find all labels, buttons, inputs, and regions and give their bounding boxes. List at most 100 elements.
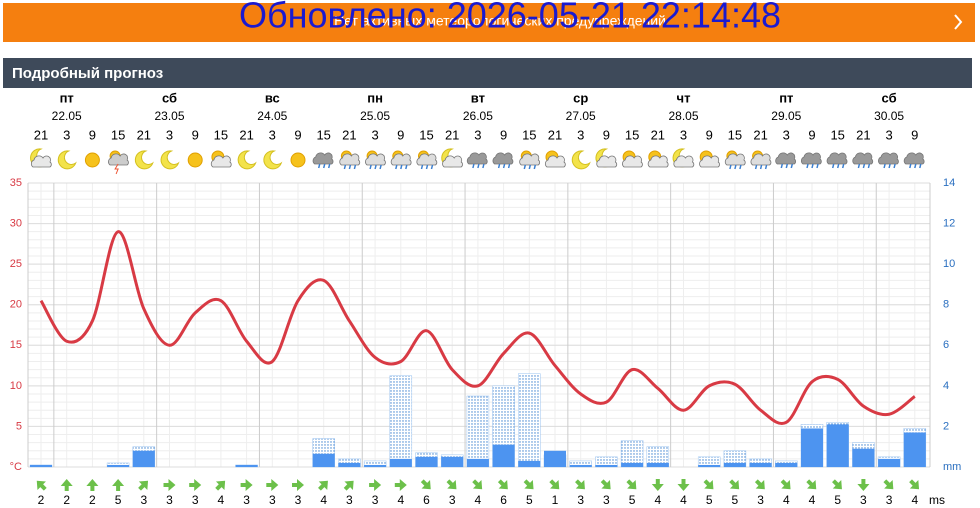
chevron[interactable] <box>954 14 963 30</box>
hour-label: 21 <box>137 127 151 142</box>
precip-max-bar <box>518 373 541 468</box>
wind-speed: 5 <box>115 493 122 507</box>
rain-drop <box>395 164 398 170</box>
weather-icon <box>441 148 463 168</box>
rain-drop <box>754 164 758 170</box>
precip-max-bar <box>466 395 490 468</box>
wind-speed: 2 <box>38 493 45 507</box>
hour-label: 3 <box>783 127 790 142</box>
precip-bar <box>775 462 798 467</box>
wind-speed: 5 <box>629 493 636 507</box>
weather-icon <box>263 150 283 170</box>
hour-label: 9 <box>89 127 96 142</box>
warning-text: Нет активных метеорологических предупреж… <box>334 13 666 29</box>
wind-speed: 5 <box>706 493 713 507</box>
rain-drop <box>528 164 532 170</box>
rain-drop <box>327 163 331 169</box>
rain-drop <box>867 163 871 169</box>
wind-speed: 3 <box>449 493 456 507</box>
hour-label: 3 <box>63 127 70 142</box>
moon <box>571 150 591 170</box>
day-name: вс <box>265 90 280 105</box>
hour-label: 9 <box>500 127 507 142</box>
wind-speed: 3 <box>269 493 276 507</box>
moon <box>160 150 180 170</box>
cloud <box>30 155 52 168</box>
wind-speed: 6 <box>500 493 507 507</box>
wind-speed: 4 <box>809 493 816 507</box>
cloud <box>339 153 361 166</box>
rain-drop <box>739 164 742 170</box>
moon <box>237 150 257 170</box>
cloud <box>210 155 232 168</box>
wind-speed: 3 <box>372 493 379 507</box>
weather-icon <box>622 150 643 168</box>
temperature-line <box>39 230 916 425</box>
weather-icon <box>852 152 874 169</box>
day-date: 29.05 <box>771 109 801 123</box>
wind-speed: 4 <box>218 493 225 507</box>
wind-arrow <box>832 479 842 490</box>
rain-drop <box>533 164 537 170</box>
day-name: сб <box>162 90 177 105</box>
day-date: 26.05 <box>463 109 493 123</box>
hour-label: 9 <box>397 127 404 142</box>
weather-icon <box>519 150 540 170</box>
rain-drop <box>322 163 326 169</box>
day-date: 27.05 <box>566 109 596 123</box>
rain-drop <box>816 163 819 169</box>
hour-label: 21 <box>651 127 665 142</box>
weather-icon <box>492 152 514 169</box>
wind-arrow <box>780 479 791 490</box>
hour-label: 21 <box>342 127 356 142</box>
moon <box>263 150 283 170</box>
cloud <box>466 152 488 165</box>
wind-arrow <box>343 480 354 491</box>
precip-bar <box>698 464 721 467</box>
wind-arrow <box>523 479 534 490</box>
wind-speed: 3 <box>886 493 893 507</box>
wind-speed: 5 <box>732 493 739 507</box>
sun <box>290 152 306 168</box>
precip-bar <box>544 450 566 467</box>
rain-drop <box>405 164 408 170</box>
rain-drop <box>348 164 352 170</box>
weather-icon <box>30 148 52 168</box>
weather-icon <box>903 152 925 169</box>
weather-icon <box>775 152 796 169</box>
cloud <box>492 152 514 165</box>
hour-label: 15 <box>419 127 433 142</box>
day-name: сб <box>882 90 897 105</box>
hour-label: 3 <box>166 127 173 142</box>
cloud <box>750 153 772 166</box>
wind-speed: 3 <box>860 493 867 507</box>
y2-tick-label: 8 <box>943 299 949 311</box>
rain-drop <box>734 164 737 170</box>
hour-label: 9 <box>192 127 199 142</box>
day-date: 30.05 <box>874 109 904 123</box>
precip-bar <box>492 444 515 467</box>
rain-drop <box>497 163 501 169</box>
wind-arrow <box>36 480 47 491</box>
hour-label: 3 <box>885 127 892 142</box>
y2-tick-label: mm <box>943 461 961 473</box>
cloud <box>673 155 695 168</box>
wind-speed: 3 <box>346 493 353 507</box>
precip-bar <box>595 464 618 467</box>
day-name: ср <box>573 90 588 105</box>
rain-drop <box>523 164 527 170</box>
wind-speed: 6 <box>423 493 430 507</box>
cloud <box>724 153 746 166</box>
wind-arrow <box>60 479 73 491</box>
y-tick-label: 20 <box>10 299 22 311</box>
weather-icon <box>672 148 695 168</box>
banner[interactable] <box>3 3 975 42</box>
rain-drop <box>909 163 912 169</box>
weather-icon <box>416 150 438 170</box>
rain-drop <box>507 163 511 169</box>
wind-speed: 1 <box>552 493 559 507</box>
precip-bar <box>107 464 130 467</box>
rain-drop <box>430 164 434 170</box>
rain-drop <box>919 163 922 169</box>
hour-label: 21 <box>548 127 562 142</box>
